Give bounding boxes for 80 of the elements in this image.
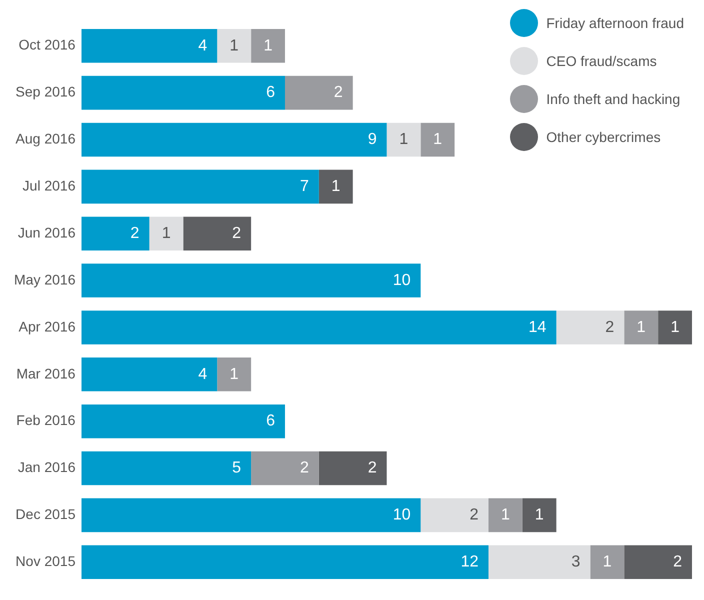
bar [420, 122, 455, 157]
data-label: 1 [534, 506, 544, 524]
bar [149, 216, 184, 250]
bar [386, 122, 421, 157]
bar [81, 216, 150, 250]
data-label: 2 [605, 318, 614, 336]
y-tick-label: Nov 2015 [16, 552, 76, 569]
y-tick-label: Dec 2015 [16, 506, 76, 522]
data-label: 10 [392, 272, 411, 289]
legend-label: Info theft and hacking [546, 91, 680, 107]
y-tick-label: Jun 2016 [18, 224, 76, 240]
data-label: 4 [198, 37, 208, 54]
bar [183, 216, 252, 250]
bar [251, 28, 285, 63]
legend-label: Other cybercrimes [546, 129, 661, 145]
bar [318, 170, 353, 204]
y-tick-label: Feb 2016 [16, 412, 76, 428]
bar [624, 545, 692, 580]
data-label: 2 [334, 84, 343, 102]
bar [522, 498, 556, 532]
bar [420, 498, 488, 532]
bar [81, 358, 218, 392]
y-tick-label: Aug 2016 [16, 130, 76, 147]
data-label: 1 [162, 225, 171, 242]
data-label: 1 [501, 506, 510, 524]
bar [81, 310, 556, 344]
y-tick-label: Mar 2016 [16, 365, 76, 382]
bar [217, 358, 252, 392]
y-tick-label: Sep 2016 [16, 84, 76, 100]
bar [81, 545, 488, 580]
bar [624, 310, 658, 344]
data-label: 1 [399, 131, 408, 148]
data-label: 2 [232, 225, 242, 242]
bar [318, 451, 387, 486]
data-label: 14 [528, 318, 546, 336]
data-label: 1 [331, 178, 340, 196]
data-label: 5 [232, 460, 242, 477]
data-label: 1 [670, 318, 680, 336]
data-label: 2 [130, 225, 140, 242]
legend-label: Friday afternoon fraud [546, 15, 684, 31]
bar [284, 76, 353, 110]
bar [81, 28, 218, 63]
data-label: 1 [433, 131, 442, 148]
data-label: 9 [368, 131, 377, 148]
data-label: 2 [300, 460, 309, 477]
y-tick-label: Oct 2016 [18, 36, 76, 53]
data-label: 1 [230, 37, 239, 54]
y-tick-label: Apr 2016 [18, 318, 76, 334]
data-label: 1 [264, 37, 273, 54]
data-label: 10 [392, 506, 411, 524]
y-tick-label: Jul 2016 [22, 178, 76, 194]
bar [556, 310, 624, 344]
data-label: 6 [266, 84, 276, 102]
y-tick-label: Jan 2016 [18, 459, 76, 476]
bar [488, 498, 522, 532]
data-label: 3 [571, 554, 580, 571]
bar [590, 545, 624, 580]
bar [251, 451, 319, 486]
bar [217, 28, 252, 63]
data-label: 2 [368, 460, 377, 477]
data-label: 12 [460, 554, 479, 571]
bar [81, 76, 285, 110]
bar [81, 264, 421, 298]
bar [81, 498, 421, 532]
data-label: 1 [602, 554, 612, 571]
data-label: 1 [230, 366, 239, 383]
data-label: 2 [673, 554, 682, 571]
data-label: 2 [470, 506, 479, 524]
bar [658, 310, 692, 344]
data-label: 7 [300, 178, 309, 196]
data-label: 1 [636, 318, 646, 336]
data-label: 4 [198, 366, 208, 383]
bar [81, 404, 285, 438]
data-label: 6 [266, 412, 276, 430]
bar [81, 170, 319, 204]
legend-label: CEO fraud/scams [546, 53, 657, 69]
y-tick-label: May 2016 [14, 271, 76, 288]
bar [488, 545, 590, 580]
bar [81, 122, 387, 157]
bar [81, 451, 252, 486]
